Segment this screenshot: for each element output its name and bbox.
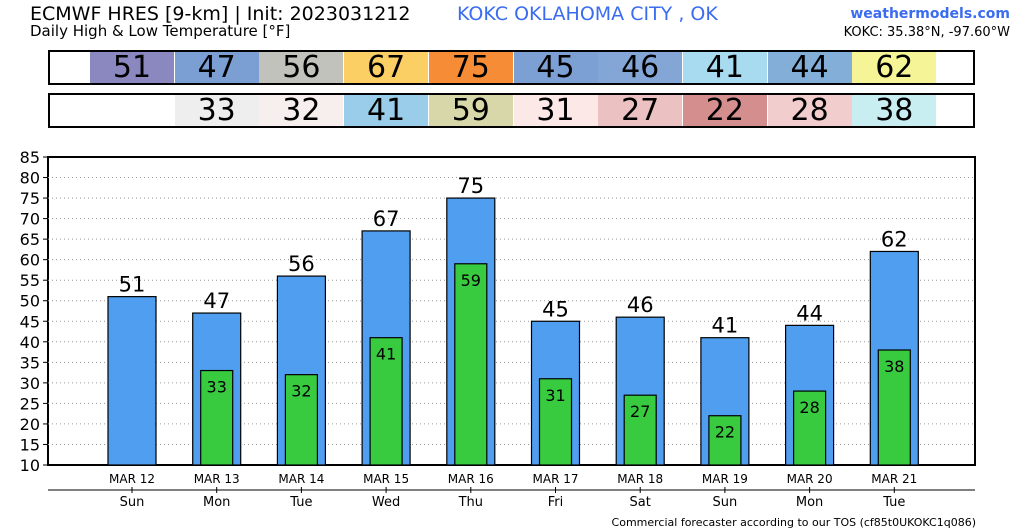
y-tick-label: 45 [20, 312, 40, 331]
low-strip-cell: 32 [259, 95, 344, 126]
low-bar-label: 59 [461, 271, 481, 290]
low-bar-label: 38 [884, 357, 904, 376]
low-strip-cell [90, 95, 174, 126]
station-coordinates: KOKC: 35.38°N, -97.60°W [843, 25, 1010, 40]
low-strip-cell: 41 [344, 95, 429, 126]
x-weekday-label: Sun [120, 495, 145, 510]
low-bar-label: 33 [207, 378, 227, 397]
high-bar [107, 296, 157, 466]
x-category-label: MAR 17 [533, 472, 579, 486]
bars: 51 47 33 56 32 67 41 75 59 45 31 46 27 41 22 44 28 62 38 [107, 174, 919, 466]
high-bar-label: 62 [881, 227, 908, 251]
high-strip-cell: 47 [174, 52, 259, 83]
low-bar-label: 22 [715, 423, 735, 442]
x-category-label: MAR 18 [617, 472, 663, 486]
grid-lines [48, 177, 975, 445]
footer-note: Commercial forecaster according to our T… [611, 516, 976, 529]
high-strip-cell: 75 [428, 52, 513, 83]
y-tick-label: 80 [20, 169, 40, 188]
low-bar [792, 390, 827, 466]
y-tick-label: 25 [20, 394, 40, 413]
low-strip-cell: 38 [852, 95, 937, 126]
low-bar-label: 28 [799, 398, 819, 417]
low-bar [708, 415, 742, 466]
high-strip-cell: 46 [598, 52, 683, 83]
low-strip-cell: 27 [598, 95, 683, 126]
high-bar-label: 47 [203, 289, 230, 313]
x-category-label: MAR 13 [194, 472, 240, 486]
high-bar-label: 45 [542, 297, 569, 321]
low-strip-cell: 28 [767, 95, 852, 126]
low-bar [369, 337, 403, 466]
high-strip-cell: 67 [344, 52, 429, 83]
y-tick-label: 55 [20, 271, 40, 290]
x-weekday-label: Mon [796, 495, 823, 510]
x-weekday-label: Wed [372, 495, 400, 510]
low-bar-label: 41 [376, 345, 396, 364]
high-bar-label: 44 [796, 301, 823, 325]
low-strip-cell: 22 [682, 95, 767, 126]
station-name: KOKC OKLAHOMA CITY , OK [457, 3, 718, 25]
x-category-label: MAR 12 [109, 472, 155, 486]
plot-frame [47, 156, 976, 466]
high-bar-label: 67 [373, 207, 400, 231]
x-category-label: MAR 20 [787, 472, 833, 486]
y-tick-label: 70 [20, 210, 40, 229]
low-bar-label: 27 [630, 402, 650, 421]
low-bar-label: 31 [545, 386, 565, 405]
high-bar-label: 56 [288, 252, 315, 276]
x-weekday-label: Thu [458, 495, 483, 510]
low-bar [454, 263, 488, 466]
x-category-label: MAR 14 [278, 472, 324, 486]
high-bar-label: 41 [712, 314, 739, 338]
high-strip-cell: 44 [767, 52, 852, 83]
high-strip-cell: 62 [852, 52, 937, 83]
high-bar-label: 51 [119, 273, 146, 297]
x-weekday-label: Tue [882, 495, 905, 510]
y-tick-label: 30 [20, 374, 40, 393]
brand-link[interactable]: weathermodels.com [850, 6, 1010, 22]
high-bar-label: 75 [457, 174, 484, 198]
low-strip-cell: 59 [428, 95, 513, 126]
x-axis-labels: MAR 12 Sun MAR 13 Mon MAR 14 Tue MAR 15 Wed MAR … [48, 472, 975, 510]
x-weekday-label: Fri [548, 495, 564, 510]
x-category-label: MAR 19 [702, 472, 748, 486]
high-strip-cell: 41 [682, 52, 767, 83]
x-weekday-label: Tue [289, 495, 312, 510]
low-bar [877, 349, 911, 466]
low-bar [538, 378, 573, 466]
x-category-label: MAR 15 [363, 472, 409, 486]
high-bar-label: 46 [627, 293, 654, 317]
y-tick-label: 15 [20, 435, 40, 454]
y-tick-label: 35 [20, 353, 40, 372]
high-strip-cell: 51 [90, 52, 174, 83]
low-strip-cell: 31 [513, 95, 598, 126]
high-temperature-strip: 51 47 56 67 75 45 46 41 44 62 [48, 50, 975, 85]
low-bar [200, 369, 234, 466]
low-bar [623, 394, 657, 466]
low-temperature-strip: 33 32 41 59 31 27 22 28 38 [48, 93, 975, 128]
y-tick-label: 85 [20, 148, 40, 167]
x-category-label: MAR 21 [871, 472, 917, 486]
y-tick-label: 10 [20, 456, 40, 475]
high-strip-cell: 56 [259, 52, 344, 83]
high-strip-cell: 45 [513, 52, 598, 83]
low-bar-label: 32 [291, 382, 311, 401]
chart-subtitle: Daily High & Low Temperature [°F] [30, 22, 291, 40]
y-tick-label: 75 [20, 189, 40, 208]
low-bar [284, 374, 318, 466]
low-strip-cell: 33 [174, 95, 259, 126]
y-tick-label: 40 [20, 333, 40, 352]
y-tick-label: 20 [20, 415, 40, 434]
y-tick-label: 50 [20, 292, 40, 311]
x-category-label: MAR 16 [448, 472, 494, 486]
y-tick-label: 60 [20, 251, 40, 270]
x-weekday-label: Mon [203, 495, 230, 510]
chart-title: ECMWF HRES [9-km] | Init: 2023031212 [30, 3, 411, 25]
x-weekday-label: Sun [713, 495, 738, 510]
x-weekday-label: Sat [630, 495, 651, 510]
y-tick-label: 65 [20, 230, 40, 249]
